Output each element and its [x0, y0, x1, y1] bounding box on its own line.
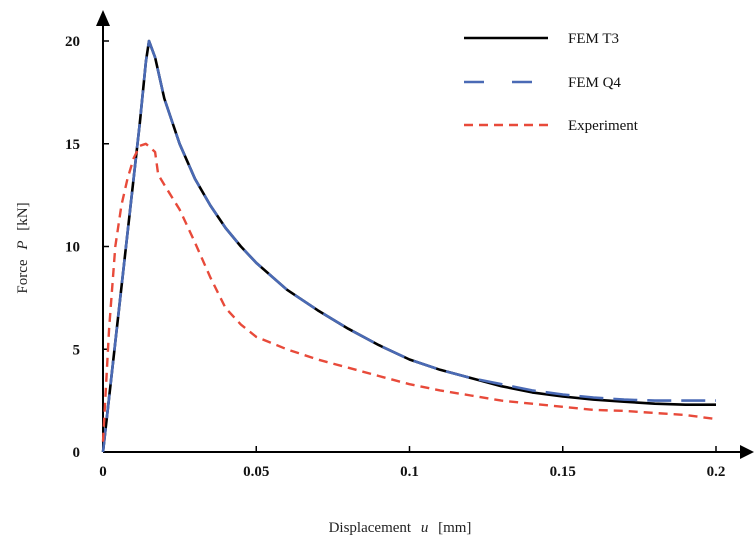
x-axis-label-var: u: [421, 520, 429, 536]
y-tick-label: 10: [65, 240, 80, 256]
x-axis-label: Displacement u [mm]: [329, 520, 472, 536]
x-tick-label: 0: [99, 464, 107, 480]
series-line-fem-q4: [103, 41, 716, 452]
y-axis-label-unit: [kN]: [15, 202, 31, 230]
x-tick-label: 0.1: [400, 464, 419, 480]
plot-series: [103, 41, 716, 452]
y-tick-label: 15: [65, 137, 80, 153]
y-tick-label: 5: [73, 342, 81, 358]
y-tick-label: 0: [73, 445, 81, 461]
legend: FEM T3 FEM Q4 Experiment: [464, 31, 639, 134]
legend-label: Experiment: [568, 118, 639, 134]
x-tick-label: 0.15: [550, 464, 576, 480]
y-axis-label-var: P: [15, 241, 31, 251]
x-axis-label-unit: [mm]: [438, 520, 471, 536]
series-line-fem-t3: [103, 41, 716, 452]
x-axis-arrow: [740, 445, 754, 459]
y-axis-arrow: [96, 10, 110, 26]
series-line-experiment: [103, 144, 716, 442]
x-tick-label: 0.2: [707, 464, 726, 480]
y-axis-label: Force P [kN]: [15, 202, 31, 293]
x-axis-label-prefix: Displacement: [329, 520, 412, 536]
axes: [96, 10, 754, 459]
y-axis-label-prefix: Force: [15, 259, 31, 293]
legend-label: FEM Q4: [568, 75, 621, 91]
x-tick-label: 0.05: [243, 464, 269, 480]
legend-label: FEM T3: [568, 31, 619, 47]
y-tick-label: 20: [65, 34, 80, 50]
